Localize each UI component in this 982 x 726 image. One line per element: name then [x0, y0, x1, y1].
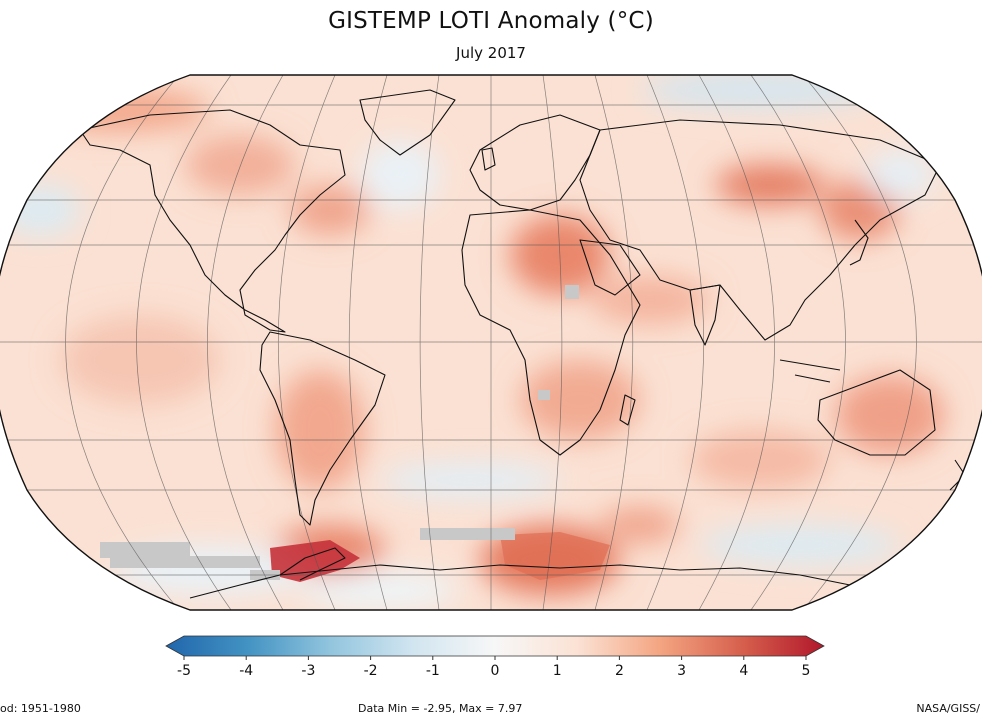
colorbar-tick-label: -2 — [364, 663, 378, 679]
meridian-line — [419, 75, 440, 610]
antarctica-outline — [189, 564, 891, 599]
colorbar-bar — [165, 635, 825, 657]
meridian-line — [542, 75, 563, 610]
colorbar-svg: -5 -4 -3 -2 -1 0 1 2 3 4 5 — [165, 635, 825, 679]
meridian-line — [136, 75, 232, 610]
australia-outline — [817, 369, 936, 456]
meridian-line — [207, 75, 284, 610]
continent-outlines — [79, 89, 966, 599]
europe-outline — [469, 114, 601, 211]
arabia-outline — [579, 239, 641, 296]
colorbar-tick-label: 0 — [491, 663, 500, 679]
colorbar-ticks: -5 -4 -3 -2 -1 0 1 2 3 4 5 — [177, 656, 810, 679]
colorbar-tick-label: 3 — [677, 663, 686, 679]
uk-outline — [481, 147, 496, 171]
anomaly-map — [0, 74, 982, 611]
colorbar-tick-label: 5 — [802, 663, 811, 679]
africa-outline — [461, 209, 641, 456]
data-range-label: Data Min = -2.95, Max = 7.97 — [358, 702, 523, 715]
meridian-line — [802, 75, 917, 610]
colorbar: -5 -4 -3 -2 -1 0 1 2 3 4 5 — [160, 630, 830, 680]
colorbar-tick-label: 1 — [553, 663, 562, 679]
asia-outline — [579, 119, 941, 341]
source-label: NASA/GISS/ — [916, 702, 980, 715]
meridian-line — [750, 75, 846, 610]
world-map — [0, 70, 982, 615]
colorbar-tick-label: 4 — [739, 663, 748, 679]
meridian-line — [277, 75, 336, 610]
chart-subtitle: July 2017 — [456, 44, 526, 62]
chart-title: GISTEMP LOTI Anomaly (°C) — [328, 8, 654, 34]
colorbar-tick-label: -3 — [301, 663, 315, 679]
colorbar-tick-label: 2 — [615, 663, 624, 679]
colorbar-tick-label: -4 — [239, 663, 253, 679]
south-america-outline — [259, 331, 386, 526]
india-outline — [689, 284, 721, 346]
antarctic-peninsula-outline — [279, 547, 346, 581]
madagascar-outline — [619, 394, 636, 426]
north-america-outline — [79, 109, 346, 333]
colorbar-tick-label: -1 — [426, 663, 440, 679]
japan-outline — [849, 219, 869, 266]
indonesia-outline — [779, 359, 841, 383]
baseline-period-label: od: 1951-1980 — [0, 702, 81, 715]
antarctic-warm-region — [500, 532, 610, 580]
meridian-line — [594, 75, 634, 610]
colorbar-tick-label: -5 — [177, 663, 191, 679]
greenland-outline — [359, 89, 456, 156]
meridian-line — [698, 75, 775, 610]
meridian-line — [65, 75, 180, 610]
meridian-line — [348, 75, 388, 610]
